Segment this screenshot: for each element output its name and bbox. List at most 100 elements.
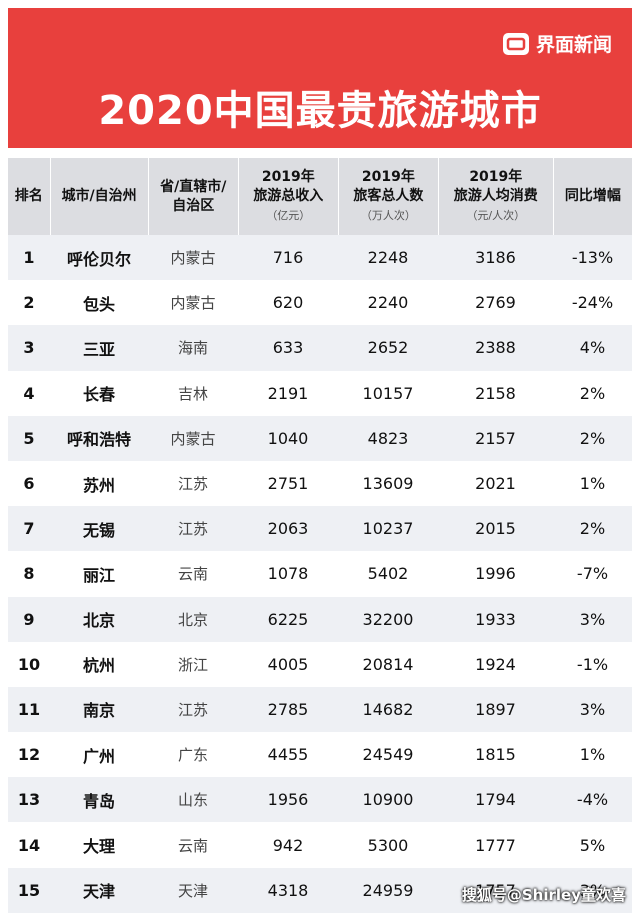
header-unit: （亿元） [266,209,311,222]
table-cell: 5300 [367,835,409,855]
table-cell: 4005 [267,654,309,674]
table-cell: 10 [17,654,41,674]
header-banner: 界面新闻 2020中国最贵旅游城市 [8,8,632,148]
table-cell: 2191 [267,383,309,403]
table-cell: 青岛 [82,791,115,811]
table-cell: 浙江 [177,655,208,674]
table-cell: 10900 [362,790,414,810]
header-text: 2019年 [261,169,315,185]
table-cell: 2021 [475,474,516,494]
header-row: 排名 城市/自治州 省/直辖市/自治区 2019年 旅游总收入 （亿元） 2019年 旅客总人… [8,158,632,235]
table-cell: 南京 [82,701,115,721]
table-cell: 716 [272,248,304,268]
table-cell: 江苏 [177,520,208,539]
table-cell: 8 [23,564,35,584]
table-cell: -4% [576,790,609,810]
table-cell: 呼和浩特 [66,430,131,450]
table-row: 14 大理 云南 942 5300 1777 5% [8,822,632,867]
table-cell: -7% [576,564,609,584]
table-cell: 1897 [475,699,516,719]
table-cell: 2652 [367,338,409,358]
table-cell: 1% [579,474,606,494]
table-cell: 3% [579,880,606,900]
table-cell: 4% [579,338,606,358]
table-row: 7 无锡 江苏 2063 10237 2015 2% [8,506,632,552]
table-cell: 杭州 [82,656,115,676]
table-cell: 32200 [362,609,414,629]
table-cell: 4 [23,383,35,403]
table-row: 2 包头 内蒙古 620 2240 2769 -24% [8,280,632,325]
table-cell: 吉林 [177,384,208,403]
table-cell: 1794 [475,790,516,810]
header-cell: 2019年旅客总人数 （万人次） [339,158,439,235]
table-cell: 11 [17,699,41,719]
table-cell: 云南 [177,565,208,584]
table-row: 15 天津 天津 4318 24959 1757 3% [8,867,632,913]
header-text: 省/直辖市/ [160,178,227,195]
table-cell: 内蒙古 [170,249,216,268]
table-row: 1 呼伦贝尔 内蒙古 716 2248 3186 -13% [8,235,632,281]
header-unit: （万人次） [360,209,416,222]
table-cell: 丽江 [82,565,115,585]
table-cell: -13% [571,248,614,268]
header-text: 2019年 [361,169,415,185]
table-cell: 3% [579,699,606,719]
table-cell: 2% [579,428,606,448]
table-row: 6 苏州 江苏 2751 13609 2021 1% [8,461,632,506]
table-cell: 1815 [475,745,516,765]
table-cell: 942 [272,835,304,855]
table-row: 5 呼和浩特 内蒙古 1040 4823 2157 2% [8,415,632,461]
table-cell: 1% [579,745,606,765]
table-cell: 2 [23,293,35,313]
table-cell: 2015 [475,519,516,539]
logo: 界面新闻 [502,30,612,57]
table-cell: 苏州 [82,475,115,495]
table-cell: 13 [17,790,41,810]
table-cell: 2% [579,519,606,539]
table-cell: 14682 [362,699,414,719]
table-cell: 6 [23,474,35,494]
table-cell: 14 [17,835,41,855]
table-cell: 天津 [82,882,115,902]
table-cell: 1933 [475,609,516,629]
table-cell: 12 [17,745,41,765]
header-text: 旅游人均消费 [453,188,538,204]
table-cell: 内蒙古 [170,429,216,448]
table-cell: 2063 [267,519,309,539]
table-cell: -24% [571,293,614,313]
table-cell: 无锡 [82,520,115,540]
header-text: 自治区 [172,197,215,214]
logo-text: 界面新闻 [535,34,612,56]
header-text: 旅客总人数 [353,188,424,204]
table-cell: 4823 [367,428,409,448]
table-row: 11 南京 江苏 2785 14682 1897 3% [8,686,632,733]
table-cell: 1777 [475,835,516,855]
table-cell: 2769 [475,293,516,313]
table-cell: 天津 [177,881,208,900]
header-cell: 省/直辖市/自治区 [149,158,239,235]
table-cell: 5 [23,428,35,448]
table-cell: 9 [23,609,35,629]
table-cell: 1078 [267,564,309,584]
header-cell: 排名 [8,158,51,235]
table-cell: 长春 [82,385,115,405]
table-cell: 呼伦贝尔 [66,249,131,269]
table-cell: 1956 [267,790,309,810]
table-body: 1 呼伦贝尔 内蒙古 716 2248 3186 -13% 2 包头 内蒙古 620 2240 2769… [8,235,632,913]
header-text: 同比增幅 [564,188,621,204]
header-text: 城市/自治州 [61,188,137,204]
header-unit: （元/人次） [466,209,526,222]
table-cell: 10157 [362,383,414,403]
table-cell: 24549 [362,745,414,765]
table-cell: 13609 [362,474,414,494]
header-cell: 城市/自治州 [51,158,149,235]
table-row: 3 三亚 海南 633 2652 2388 4% [8,325,632,371]
table-cell: 1996 [475,564,516,584]
table-row: 4 长春 吉林 2191 10157 2158 2% [8,371,632,416]
table-cell: 3% [579,609,606,629]
table-row: 10 杭州 浙江 4005 20814 1924 -1% [8,642,632,687]
table-cell: 6225 [267,609,309,629]
header-cell: 同比增幅 [554,158,632,235]
table-cell: 山东 [177,791,208,810]
